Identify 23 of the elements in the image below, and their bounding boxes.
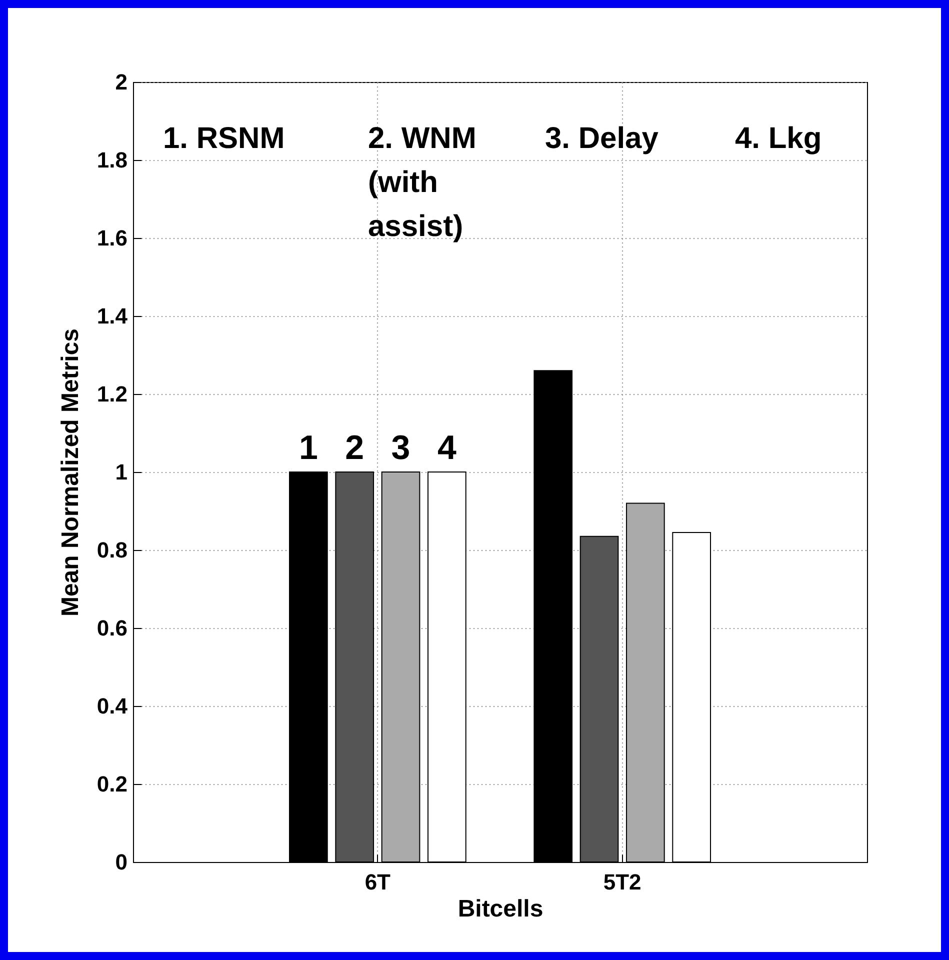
annotation: 4 [437,429,456,467]
y-tick-label: 0.8 [96,538,128,562]
x-tick-label: 5T2 [603,870,642,894]
y-tick-label: 2 [115,70,128,94]
x-axis-title: Bitcells [458,896,544,922]
y-tick-label: 1.6 [96,226,128,250]
annotation: 1 [298,429,318,467]
y-tick-label: 1 [115,460,128,484]
annotation: 2 [345,429,364,467]
y-tick-label: 0 [115,850,128,874]
y-tick-label: 1.8 [96,148,128,172]
annotation: 3 [391,429,410,467]
y-tick-label: 0.6 [96,616,128,640]
y-tick-label: 0.4 [96,694,128,718]
x-tick-label: 6T [364,870,392,894]
y-tick-label: 1.4 [96,304,128,328]
annotation: 1. RSNM [163,122,285,155]
annotation: 2. WNM (with assist) [368,122,476,243]
y-axis-title: Mean Normalized Metrics [56,328,84,617]
annotation: 4. Lkg [735,122,822,155]
y-tick-label: 0.2 [96,772,128,796]
annotation: 3. Delay [545,122,659,155]
y-tick-label: 1.2 [96,382,128,406]
